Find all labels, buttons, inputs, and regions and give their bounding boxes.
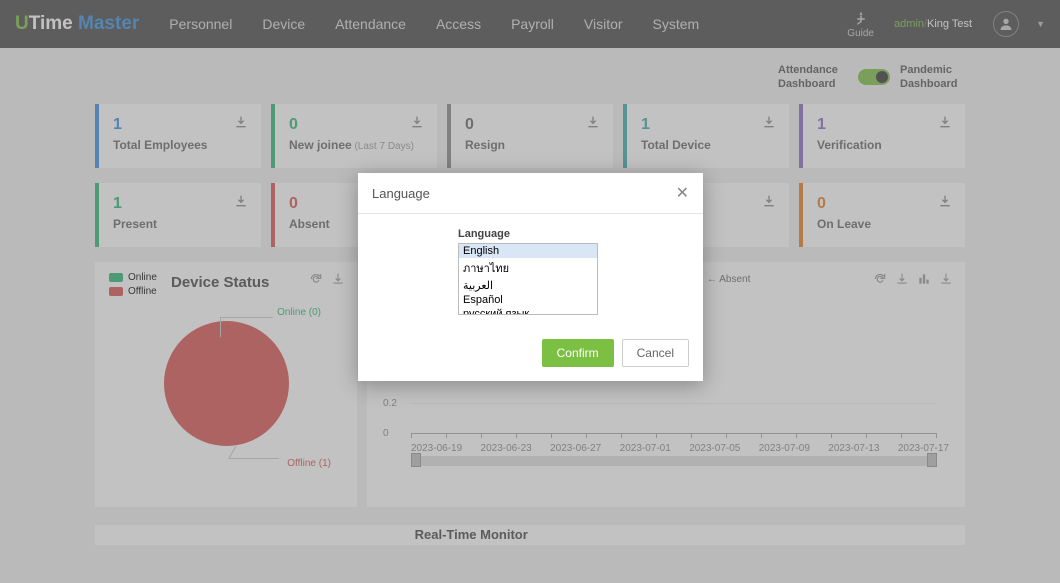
modal-footer: Confirm Cancel	[358, 329, 703, 381]
language-modal: Language ✕ Language Englishภาษาไทยالعربي…	[358, 173, 703, 381]
language-option[interactable]: English	[459, 244, 597, 258]
confirm-button[interactable]: Confirm	[542, 339, 614, 367]
language-option[interactable]: العربية	[459, 278, 597, 293]
language-field-label: Language	[458, 228, 685, 240]
modal-header: Language ✕	[358, 173, 703, 214]
modal-title: Language	[372, 186, 430, 201]
modal-body: Language EnglishภาษาไทยالعربيةEspañolрус…	[358, 214, 703, 329]
language-option[interactable]: ภาษาไทย	[459, 258, 597, 278]
modal-close-button[interactable]: ✕	[676, 183, 689, 203]
language-listbox[interactable]: EnglishภาษาไทยالعربيةEspañolрусский язык…	[458, 243, 598, 315]
language-option[interactable]: Español	[459, 293, 597, 307]
cancel-button[interactable]: Cancel	[622, 339, 689, 367]
language-option[interactable]: русский язык	[459, 307, 597, 315]
